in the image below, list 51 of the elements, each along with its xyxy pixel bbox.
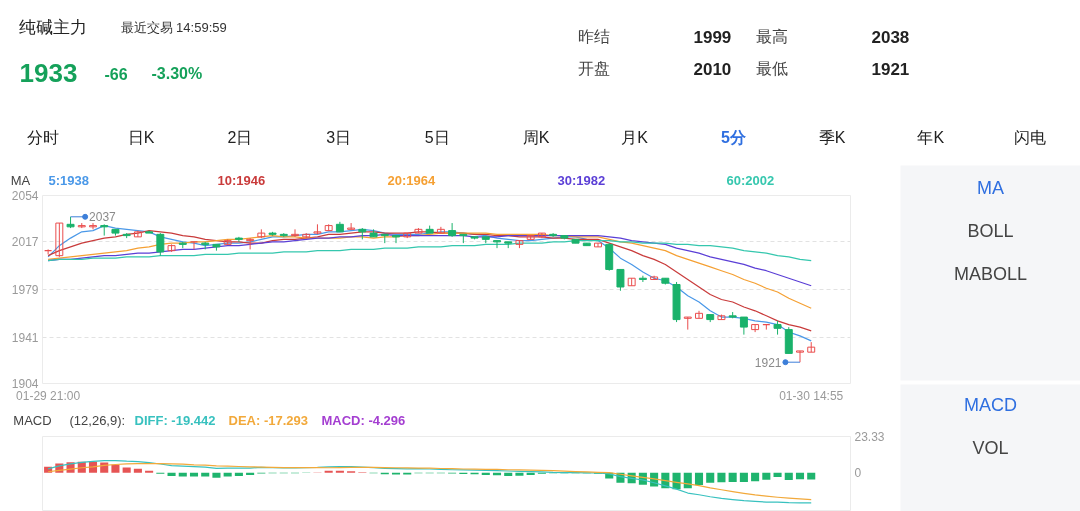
text: DEA: -17.293 (228, 413, 308, 428)
chart-subtitle: (12,26,9): (69, 413, 126, 428)
category-label: 分时 (26, 129, 59, 146)
text: 纯碱主力 (18, 18, 87, 37)
category-label: 月K (621, 129, 649, 146)
category-label: 年K (917, 129, 945, 146)
category-label: 季K (818, 129, 846, 146)
text: 开盘 (577, 60, 610, 77)
category-label: BOLL (967, 220, 1014, 241)
legend-title: MA (10, 173, 31, 188)
x-tick-label: 01-29 21:00 (16, 388, 81, 403)
y-tick-label: 1979 (11, 283, 39, 297)
text: 昨结 (577, 28, 610, 45)
category-label: 周K (522, 129, 550, 146)
text: 10:1946 (217, 173, 266, 188)
text: 5:1938 (48, 173, 89, 188)
text: -66 (104, 65, 128, 83)
category-label: MABOLL (953, 263, 1028, 284)
text: MACD: -4.296 (321, 413, 406, 428)
category-label: 2日 (227, 129, 253, 146)
text: 1999 (693, 27, 732, 47)
text: 30:1982 (557, 173, 606, 188)
y-tick-label: 0 (854, 466, 862, 481)
annotation: 2037 (89, 210, 117, 225)
annotation: 1921 (754, 355, 782, 370)
category-label: 闪电 (1013, 129, 1046, 146)
category-label: VOL (972, 437, 1009, 458)
category-label: 日K (127, 129, 155, 146)
text: 20:1964 (387, 173, 436, 188)
text: 2010 (693, 59, 732, 79)
x-tick-label: 01-30 14:55 (779, 388, 844, 403)
text: 60:2002 (726, 173, 775, 188)
category-label: MA (977, 177, 1004, 198)
category-label: 3日 (326, 129, 352, 146)
text: -3.30% (151, 65, 203, 82)
text: 1933 (19, 57, 78, 88)
text: 最低 (755, 60, 788, 77)
text: 1921 (871, 59, 910, 79)
category-label: MACD (964, 394, 1017, 415)
text: 2038 (871, 27, 910, 47)
text: 最近交易 14:59:59 (120, 20, 227, 35)
text: 最高 (755, 28, 788, 45)
y-tick-label: 1941 (11, 330, 39, 345)
text: DIFF: -19.442 (134, 413, 216, 428)
legend-title: MACD (13, 413, 52, 428)
category-label: 5分 (720, 129, 747, 146)
y-tick-label: 23.33 (854, 430, 885, 444)
category-label: 5日 (424, 129, 450, 146)
y-tick-label: 1904 (11, 377, 39, 391)
y-tick-label: 2017 (11, 235, 39, 250)
y-tick-label: 2054 (11, 189, 39, 203)
